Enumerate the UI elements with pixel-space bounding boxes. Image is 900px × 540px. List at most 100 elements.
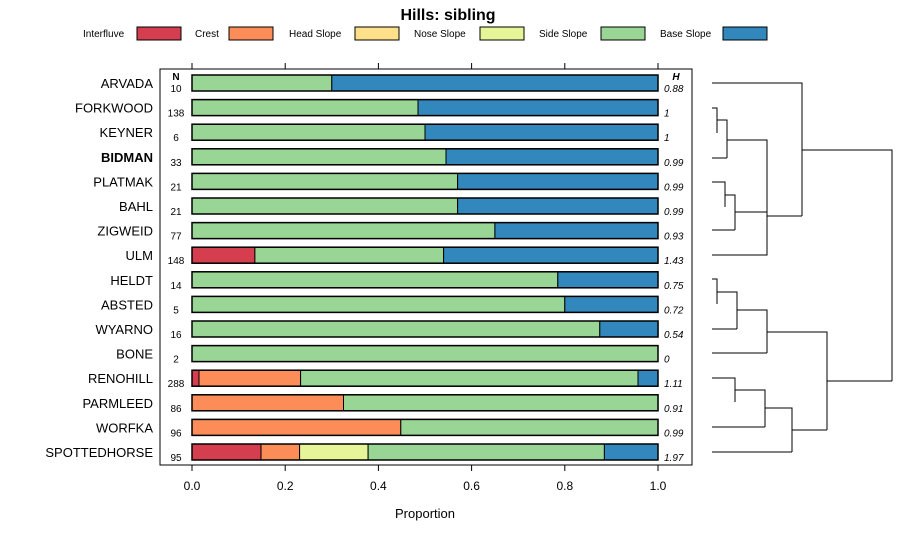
dendrogram-branch (712, 278, 718, 304)
n-value: 77 (170, 232, 182, 243)
bar-segment (443, 246, 659, 264)
dendrogram-branch (767, 331, 828, 430)
dendrogram-branch (765, 407, 793, 452)
n-value: 16 (170, 330, 182, 341)
h-value: 0.72 (664, 305, 684, 316)
bar-segment (191, 197, 459, 215)
row-label: BAHL (119, 199, 153, 214)
legend-label: Nose Slope (414, 29, 466, 40)
bar-outline (191, 443, 659, 461)
row-label: WYARNO (95, 322, 153, 337)
bar-outline (191, 418, 659, 437)
dendrogram-branch (717, 119, 728, 158)
bar-outline (191, 344, 659, 363)
bar-segment (191, 246, 256, 264)
row-label: ARVADA (101, 76, 154, 91)
bar-outline (191, 221, 659, 240)
bar-segment (191, 345, 659, 363)
legend-label: Crest (195, 29, 219, 40)
n-value: 138 (168, 109, 185, 120)
x-axis-title: Proportion (395, 506, 455, 521)
h-value: 0.75 (664, 281, 684, 292)
legend-label: Head Slope (289, 29, 342, 40)
row-label: HELDT (110, 273, 153, 288)
h-value: 1.97 (664, 453, 684, 464)
legend-swatch (479, 26, 525, 41)
dendrogram-branch (712, 377, 736, 402)
h-value: 0.99 (664, 428, 684, 439)
bar-segment (494, 222, 659, 240)
n-value: 10 (170, 84, 182, 95)
bar-segment (637, 369, 659, 387)
bar-segment (331, 74, 659, 92)
bar-outline (191, 394, 659, 412)
bar-outline (191, 271, 659, 289)
h-value: 1.11 (664, 379, 683, 390)
bar-outline (191, 197, 659, 215)
row-label: PARMLEED (82, 396, 153, 411)
n-value: 2 (173, 355, 179, 366)
row-label: ABSTED (101, 297, 153, 312)
h-value: 1 (664, 109, 670, 120)
row-label: PLATMAK (93, 174, 153, 189)
x-axis: 0.0 0.2 0.4 0.6 0.8 1.0 (184, 63, 667, 493)
n-value: 6 (173, 133, 179, 144)
dendrogram-branch (712, 181, 726, 207)
dendrogram-branch (727, 139, 768, 212)
chart-title: Hills: sibling (400, 7, 495, 24)
h-column-header: H (672, 72, 680, 83)
bar-outline (191, 123, 659, 141)
row-label: KEYNER (100, 125, 153, 140)
h-value: 0.99 (664, 158, 684, 169)
bar-segment (254, 246, 445, 264)
bar-segment (191, 74, 333, 92)
n-value: 21 (170, 182, 182, 193)
bar-segment (603, 443, 659, 461)
bar-segment (424, 123, 659, 141)
bar-outline (191, 98, 659, 117)
bar-segment (367, 443, 605, 461)
dendrogram-branch (802, 149, 893, 381)
n-value: 86 (170, 404, 182, 415)
bar-segment (191, 271, 559, 289)
dendrogram-branch (725, 194, 736, 230)
n-value: 288 (168, 379, 185, 390)
bar-segment (191, 148, 447, 166)
h-value: 0.99 (664, 207, 684, 218)
row-label: BONE (116, 347, 153, 362)
plot-frame (159, 68, 693, 466)
n-column-header: N (172, 72, 179, 83)
row-label: FORKWOOD (75, 101, 153, 116)
row-label: SPOTTEDHORSE (45, 445, 153, 460)
bar-segment (191, 123, 426, 141)
bar-segment (260, 443, 301, 461)
x-tick-label: 0.2 (277, 479, 294, 493)
n-value: 21 (170, 207, 182, 218)
bar-segment (299, 443, 369, 461)
bar-outline (191, 246, 659, 264)
bar-segment (191, 222, 496, 240)
bar-outline (191, 295, 659, 314)
n-value: 96 (170, 428, 182, 439)
n-value: 5 (173, 305, 179, 316)
bar-segment (191, 394, 344, 412)
legend-swatch (228, 26, 274, 41)
legend: Interfluve Crest Head Slope Nose Slope Side … (83, 26, 768, 41)
legend-label: Interfluve (83, 29, 125, 40)
h-value: 0.93 (664, 232, 684, 243)
legend-swatch (600, 26, 646, 41)
legend-label: Base Slope (660, 29, 712, 40)
bar-segment (417, 99, 659, 117)
bar-segment (457, 172, 659, 190)
x-tick-label: 0.4 (370, 479, 387, 493)
bar-segment (198, 369, 302, 387)
legend-swatch (722, 26, 768, 41)
h-value: 0.54 (664, 330, 684, 341)
bar-segment (300, 369, 639, 387)
bar-outline (191, 172, 659, 191)
bar-segment (599, 320, 659, 338)
n-value: 95 (170, 453, 182, 464)
h-value: 1.43 (664, 256, 684, 267)
dendrogram-branch (737, 309, 768, 353)
